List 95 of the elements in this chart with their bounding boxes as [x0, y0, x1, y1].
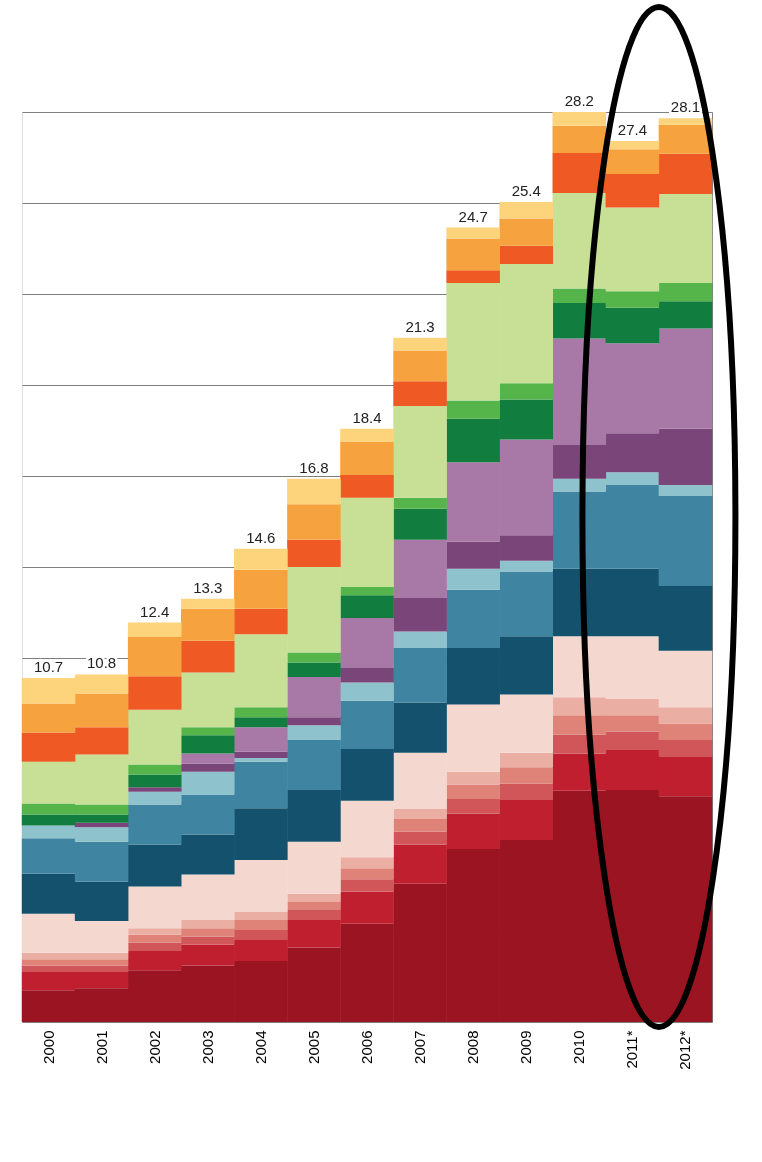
annotation: 27.4	[617, 121, 647, 139]
bar	[234, 707, 288, 718]
x-tick-label: 2006	[358, 1030, 375, 1064]
text: 28.2	[564, 92, 594, 109]
annotation: 12.4	[140, 602, 170, 620]
bar	[180, 753, 235, 764]
bar	[658, 118, 713, 125]
bar	[180, 735, 235, 754]
x-tick-label: 2005	[304, 1030, 322, 1064]
x-tick-label: 2004	[251, 1030, 269, 1064]
bar	[287, 717, 341, 726]
x-tick-label: 2009	[517, 1030, 535, 1064]
bar	[499, 767, 554, 784]
annotation: 13.3	[193, 578, 223, 596]
bar	[287, 893, 341, 902]
bar	[552, 125, 607, 153]
bar	[234, 758, 288, 762]
bar	[127, 787, 182, 792]
bar	[446, 784, 500, 800]
bar	[340, 587, 394, 596]
x-tick-label: 2008	[464, 1030, 482, 1064]
bar	[340, 595, 394, 618]
bar	[287, 652, 341, 663]
x-tick-label: 2002	[145, 1030, 163, 1064]
bar	[499, 202, 554, 219]
bar	[340, 879, 394, 892]
bar	[393, 497, 447, 509]
x-tick-label: 2007	[411, 1030, 429, 1064]
bar	[127, 676, 182, 710]
bar	[446, 771, 500, 785]
annotation: 28.1	[670, 98, 701, 116]
bar	[340, 441, 394, 476]
bar	[287, 677, 341, 718]
bar	[180, 920, 235, 929]
bar	[658, 485, 713, 497]
bar	[393, 809, 447, 820]
annotation: 24.7	[458, 207, 488, 225]
annotation: 10.7	[33, 658, 64, 676]
x-tick-label: 2012*	[676, 1030, 694, 1070]
bar	[393, 350, 447, 382]
annotation: 10.8	[87, 654, 117, 672]
bar	[287, 725, 341, 740]
annotation: 16.8	[299, 458, 329, 476]
bar	[234, 751, 288, 759]
bar	[287, 504, 341, 540]
bar	[499, 245, 554, 264]
bar	[287, 539, 341, 567]
x-tick-label: 2000	[39, 1030, 57, 1064]
bar	[393, 405, 447, 498]
bar	[127, 774, 182, 788]
bar	[234, 727, 288, 752]
bar	[127, 928, 182, 935]
bar	[393, 631, 447, 648]
bar	[234, 911, 288, 921]
bar	[499, 752, 554, 768]
bar	[393, 597, 447, 632]
bar	[234, 548, 288, 570]
bar	[393, 381, 447, 406]
bar	[287, 910, 341, 921]
bar	[393, 337, 447, 351]
bar	[552, 112, 607, 126]
bar	[287, 901, 341, 911]
bar	[340, 868, 394, 880]
bar	[499, 383, 554, 400]
bar	[234, 608, 288, 635]
bar	[340, 857, 394, 869]
x-tick-label: 2010	[570, 1030, 588, 1064]
bar	[446, 227, 500, 239]
bar	[446, 400, 500, 419]
bar	[180, 640, 235, 673]
bar	[340, 475, 394, 498]
bar	[234, 717, 288, 728]
bar	[340, 617, 394, 669]
bar	[340, 668, 394, 683]
annotation: 18.4	[352, 408, 382, 426]
bar	[287, 478, 341, 505]
bar	[393, 831, 447, 845]
bar	[340, 428, 394, 442]
bar	[393, 819, 447, 832]
bar	[180, 763, 235, 772]
bar	[446, 270, 500, 284]
bar	[234, 569, 288, 609]
bar	[180, 598, 235, 609]
bar	[180, 727, 235, 736]
x-tick-label: 2001	[92, 1030, 110, 1064]
annotation: 25.4	[511, 182, 541, 200]
bar	[127, 622, 182, 638]
annotation: 14.6	[246, 528, 276, 546]
bar	[340, 682, 394, 701]
annotation: 21.3	[405, 317, 435, 335]
bar	[127, 764, 182, 775]
bar	[287, 662, 341, 678]
bar	[393, 508, 447, 540]
x-tick-label: 2003	[198, 1030, 216, 1064]
x-tick-label: 2011*	[623, 1030, 641, 1069]
